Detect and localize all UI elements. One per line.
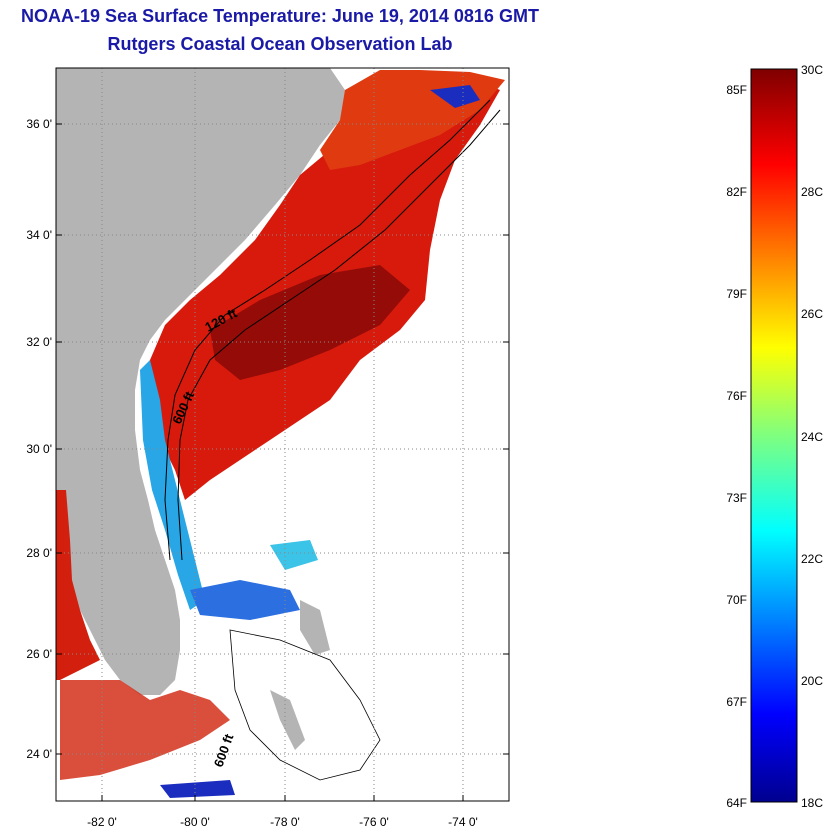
colorbar-f-79: 79F: [726, 287, 747, 301]
colorbar-f-82: 82F: [726, 185, 747, 199]
colorbar-c-20: 20C: [801, 674, 823, 688]
lon-label-80: -80 0': [180, 815, 210, 829]
lat-label-34: 34 0': [26, 228, 52, 242]
sst-coastal-band: [140, 360, 205, 610]
lat-label-26: 26 0': [26, 647, 52, 661]
colorbar-c-18: 18C: [801, 796, 823, 810]
lat-label-28: 28 0': [26, 546, 52, 560]
bahamas-island-2: [270, 690, 305, 750]
cold-patch-3: [160, 780, 235, 798]
colorbar: [750, 68, 798, 803]
sst-hot-core: [210, 265, 410, 380]
contour-600ft: [177, 109, 501, 561]
colorbar-c-24: 24C: [801, 430, 823, 444]
contour-label-600ft-south: 600 ft: [211, 731, 237, 769]
colorbar-c-22: 22C: [801, 552, 823, 566]
contour-bahamas: [229, 629, 381, 781]
bahamas-island-1: [300, 600, 330, 655]
sst-gulf-patch: [56, 490, 100, 680]
map-ticks: [56, 123, 509, 801]
colorbar-c-26: 26C: [801, 307, 823, 321]
colorbar-f-85: 85F: [726, 83, 747, 97]
colorbar-c-30: 30C: [801, 63, 823, 77]
map-title: NOAA-19 Sea Surface Temperature: June 19…: [21, 6, 539, 26]
colorbar-f-70: 70F: [726, 593, 747, 607]
colorbar-c-28: 28C: [801, 185, 823, 199]
lat-label-30: 30 0': [26, 442, 52, 456]
lon-label-76: -76 0': [359, 815, 389, 829]
colorbar-f-64: 64F: [726, 796, 747, 810]
land-mass: [56, 68, 350, 695]
lat-label-24: 24 0': [26, 747, 52, 761]
cold-patch-4: [270, 540, 318, 570]
colorbar-f-76: 76F: [726, 389, 747, 403]
map-subtitle: Rutgers Coastal Ocean Observation Lab: [107, 34, 453, 54]
lat-label-36: 36 0': [26, 117, 52, 131]
lon-label-82: -82 0': [87, 815, 117, 829]
lon-label-74: -74 0': [448, 815, 478, 829]
lon-label-78: -78 0': [270, 815, 300, 829]
colorbar-f-67: 67F: [726, 695, 747, 709]
map-area: [56, 68, 509, 801]
lat-label-32: 32 0': [26, 335, 52, 349]
colorbar-f-73: 73F: [726, 491, 747, 505]
cold-patch-1: [430, 85, 480, 108]
cold-patch-2: [190, 580, 300, 620]
map-frame: [55, 67, 510, 802]
contour-120ft: [164, 99, 491, 561]
